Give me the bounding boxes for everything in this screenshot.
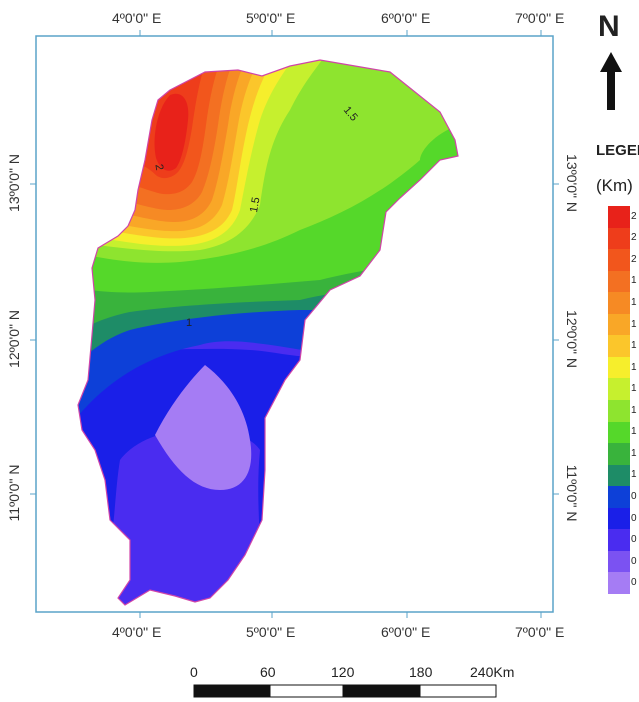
legend-label: 1 (631, 447, 637, 459)
legend-swatch (608, 572, 630, 595)
legend-swatch (608, 400, 630, 423)
legend-label: 0 (631, 555, 637, 567)
legend-label: 2 (631, 253, 637, 265)
lon-label-top-5e: 5º0'0" E (246, 10, 296, 26)
scale-label-60: 60 (260, 664, 276, 680)
legend-swatch (608, 486, 630, 509)
lat-label-right-12n: 12º0'0" N (564, 310, 580, 368)
legend-unit: (Km) (596, 176, 633, 195)
contour-label-1-5-b: 1.5 (248, 196, 262, 213)
scale-label-0: 0 (190, 664, 198, 680)
legend-swatch (608, 249, 630, 272)
frame-ticks (30, 30, 559, 618)
legend-label: 1 (631, 275, 637, 287)
legend-swatch (608, 421, 630, 444)
lon-label-bottom-6e: 6º0'0" E (381, 624, 431, 640)
legend-label: 0 (631, 491, 637, 502)
lat-label-left-12n: 12º0'0" N (6, 310, 22, 368)
legend-swatch (608, 507, 630, 530)
legend-label: 1 (631, 361, 637, 373)
legend-label: 2 (631, 210, 637, 222)
legend-label: 1 (631, 318, 637, 330)
legend-swatch (608, 313, 630, 336)
lon-label-top-6e: 6º0'0" E (381, 10, 431, 26)
legend-swatch (608, 206, 630, 229)
legend-color-ramp: 2 2 2 1 1 1 1 1 1 1 1 1 1 0 0 0 0 0 (608, 206, 639, 595)
legend-swatch (608, 464, 630, 487)
legend-label: 1 (631, 404, 637, 416)
legend-label: 1 (631, 469, 637, 481)
lat-label-left-13n: 13º0'0" N (6, 154, 22, 212)
lon-label-top-7e: 7º0'0" E (515, 10, 565, 26)
band-red-core (154, 93, 189, 171)
lat-label-left-11n: 11º0'0" N (6, 464, 22, 522)
legend-swatch (608, 550, 630, 573)
lon-label-bottom-7e: 7º0'0" E (515, 624, 565, 640)
contour-label-2: 2 (152, 163, 165, 171)
legend-label: 1 (631, 426, 637, 438)
legend-label: 1 (631, 383, 637, 395)
legend-title: LEGEND (596, 142, 639, 159)
lat-label-right-11n: 11º0'0" N (564, 464, 580, 522)
legend-label: 2 (631, 232, 637, 244)
band-lavender (155, 365, 252, 490)
legend-swatch (608, 356, 630, 379)
legend-label: 0 (631, 534, 637, 546)
legend-label: 1 (631, 340, 637, 352)
legend-label: 0 (631, 512, 637, 524)
legend-swatch (608, 378, 630, 401)
legend-label: 0 (631, 577, 637, 589)
region-outline (77, 59, 459, 606)
north-label: N (598, 10, 620, 43)
lon-label-bottom-5e: 5º0'0" E (246, 624, 296, 640)
legend-swatch (608, 292, 630, 315)
lat-label-right-13n: 13º0'0" N (564, 154, 580, 212)
contour-label-1: 1 (186, 317, 192, 329)
lon-label-top-4e: 4º0'0" E (112, 10, 162, 26)
legend-swatch (608, 443, 630, 466)
legend-swatch (608, 270, 630, 293)
legend-swatch (608, 335, 630, 358)
scale-label-240km: 240Km (470, 664, 515, 680)
lon-label-bottom-4e: 4º0'0" E (112, 624, 162, 640)
legend-swatch (608, 227, 630, 250)
scale-label-120: 120 (331, 664, 355, 680)
legend-swatch (608, 529, 630, 552)
scale-label-180: 180 (409, 664, 433, 680)
north-arrow-icon (600, 52, 622, 110)
legend-label: 1 (631, 297, 637, 308)
